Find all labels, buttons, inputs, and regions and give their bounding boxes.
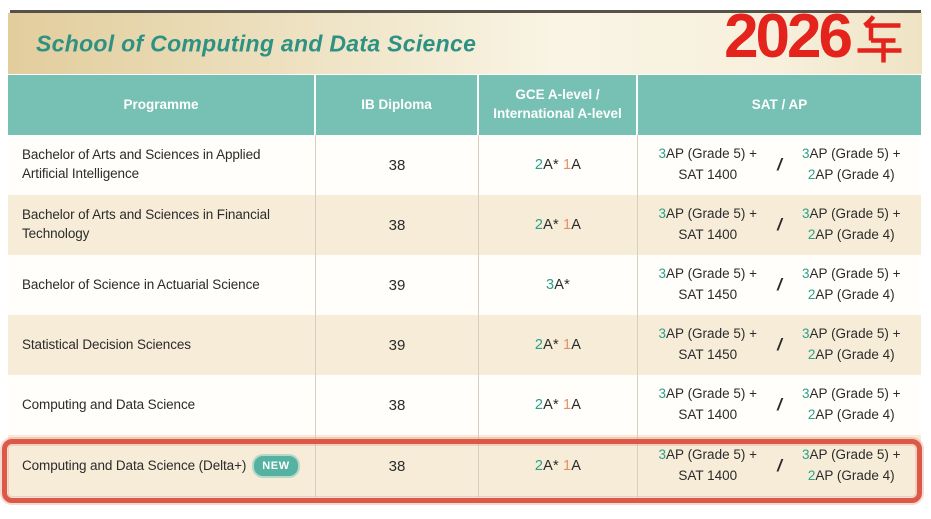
- sat-option-1: 3AP (Grade 5) + SAT 1400: [658, 206, 757, 242]
- table-body: Bachelor of Arts and Sciences in Applied…: [8, 135, 921, 497]
- title-band: School of Computing and Data Science: [8, 13, 922, 74]
- column-header-programme-label: Programme: [123, 96, 199, 112]
- page-title: School of Computing and Data Science: [36, 30, 477, 56]
- table-row: Computing and Data Science 38 2A* 1A 3AP (G…: [8, 375, 921, 435]
- gce-a-level-cell: 2A* 1A: [479, 435, 638, 497]
- sat-ap-options: 3AP (Grade 5) + SAT 1400 / 3AP (Grade 5) +2…: [638, 445, 921, 487]
- table-row: Bachelor of Arts and Sciences in Applied…: [8, 135, 921, 195]
- gce-requirement: 2A* 1A: [534, 157, 582, 173]
- sat-ap-options: 3AP (Grade 5) + SAT 1400 / 3AP (Grade 5) +2…: [638, 384, 921, 426]
- programme-name: Computing and Data Science: [22, 396, 196, 412]
- sat-ap-options: 3AP (Grade 5) + SAT 1450 / 3AP (Grade 5) +2…: [638, 324, 921, 366]
- programme-name: Bachelor of Science in Actuarial Science: [22, 276, 260, 292]
- gce-requirement: 2A* 1A: [534, 397, 582, 413]
- sat-option-2: 3AP (Grade 5) +2AP (Grade 4): [802, 326, 901, 362]
- column-header-sat-ap: SAT / AP: [638, 75, 921, 135]
- column-header-gce-label-line2: International A-level: [493, 106, 622, 121]
- year-kanji-icon: [857, 15, 902, 63]
- ib-diploma-cell: 38: [316, 195, 479, 255]
- programme-cell: Bachelor of Arts and Sciences in Applied…: [8, 135, 316, 195]
- sat-option-separator: /: [777, 395, 782, 414]
- table-header-row: Programme IB Diploma GCE A-level / Inter…: [8, 75, 921, 135]
- sat-option-2: 3AP (Grade 5) +2AP (Grade 4): [802, 447, 901, 483]
- programme-name: Bachelor of Arts and Sciences in Applied…: [22, 147, 261, 181]
- programme-cell: Statistical Decision Sciences: [8, 315, 316, 375]
- sat-option-2: 3AP (Grade 5) +2AP (Grade 4): [802, 206, 901, 242]
- column-header-ib-diploma: IB Diploma: [316, 75, 479, 135]
- year-label: 2026: [724, 6, 903, 68]
- sat-ap-options: 3AP (Grade 5) + SAT 1400 / 3AP (Grade 5) +2…: [638, 144, 921, 186]
- programme-cell: Computing and Data Science: [8, 375, 316, 435]
- gce-requirement: 2A* 1A: [534, 337, 582, 353]
- year-number: 2026: [724, 2, 853, 71]
- gce-requirement: 2A* 1A: [534, 458, 582, 474]
- sat-option-separator: /: [777, 456, 782, 475]
- programme-cell: Bachelor of Science in Actuarial Science: [8, 255, 316, 315]
- gce-a-level-cell: 2A* 1A: [479, 195, 638, 255]
- programme-name: Statistical Decision Sciences: [22, 336, 191, 352]
- column-header-ib-label: IB Diploma: [361, 96, 432, 112]
- sat-option-separator: /: [777, 215, 782, 234]
- ib-diploma-cell: 39: [316, 255, 479, 315]
- column-header-gce-a-level: GCE A-level / International A-level: [479, 75, 638, 135]
- ib-diploma-cell: 38: [316, 435, 479, 497]
- gce-requirement: 3A*: [546, 277, 570, 293]
- sat-option-1: 3AP (Grade 5) + SAT 1450: [658, 266, 757, 302]
- sat-option-1: 3AP (Grade 5) + SAT 1400: [658, 386, 757, 422]
- sat-ap-cell: 3AP (Grade 5) + SAT 1400 / 3AP (Grade 5) +2…: [638, 195, 921, 255]
- sat-ap-cell: 3AP (Grade 5) + SAT 1450 / 3AP (Grade 5) +2…: [638, 255, 921, 315]
- programme-cell: Computing and Data Science (Delta+) NEW: [8, 435, 316, 497]
- sat-option-separator: /: [777, 155, 782, 174]
- gce-a-level-cell: 2A* 1A: [479, 375, 638, 435]
- gce-a-level-cell: 3A*: [479, 255, 638, 315]
- table-row: Computing and Data Science (Delta+) NEW 38…: [8, 435, 921, 497]
- sat-option-2: 3AP (Grade 5) +2AP (Grade 4): [802, 146, 901, 182]
- ib-diploma-cell: 39: [316, 315, 479, 375]
- ib-diploma-cell: 38: [316, 135, 479, 195]
- sat-ap-cell: 3AP (Grade 5) + SAT 1400 / 3AP (Grade 5) +2…: [638, 435, 921, 497]
- sat-ap-options: 3AP (Grade 5) + SAT 1400 / 3AP (Grade 5) +2…: [638, 204, 921, 246]
- column-header-sat-ap-label: SAT / AP: [751, 96, 808, 112]
- sat-option-2: 3AP (Grade 5) +2AP (Grade 4): [802, 386, 901, 422]
- table-row: Bachelor of Arts and Sciences in Financi…: [8, 195, 921, 255]
- admissions-table: Programme IB Diploma GCE A-level / Inter…: [2, 75, 922, 503]
- sat-option-2: 3AP (Grade 5) +2AP (Grade 4): [802, 266, 901, 302]
- column-header-programme: Programme: [8, 75, 316, 135]
- new-badge: NEW: [254, 455, 298, 477]
- table-row: Bachelor of Science in Actuarial Science…: [8, 255, 921, 315]
- top-divider: [10, 10, 921, 13]
- sat-ap-cell: 3AP (Grade 5) + SAT 1400 / 3AP (Grade 5) +2…: [638, 135, 921, 195]
- sat-ap-cell: 3AP (Grade 5) + SAT 1400 / 3AP (Grade 5) +2…: [638, 375, 921, 435]
- sat-option-separator: /: [777, 275, 782, 294]
- sat-option-separator: /: [777, 335, 782, 354]
- programme-name: Computing and Data Science (Delta+): [22, 457, 247, 473]
- programme-cell: Bachelor of Arts and Sciences in Financi…: [8, 195, 316, 255]
- sat-ap-options: 3AP (Grade 5) + SAT 1450 / 3AP (Grade 5) +2…: [638, 264, 921, 306]
- sat-option-1: 3AP (Grade 5) + SAT 1400: [658, 447, 757, 483]
- gce-a-level-cell: 2A* 1A: [479, 315, 638, 375]
- sat-ap-cell: 3AP (Grade 5) + SAT 1450 / 3AP (Grade 5) +2…: [638, 315, 921, 375]
- ib-diploma-cell: 38: [316, 375, 479, 435]
- sat-option-1: 3AP (Grade 5) + SAT 1400: [658, 146, 757, 182]
- gce-a-level-cell: 2A* 1A: [479, 135, 638, 195]
- programme-name: Bachelor of Arts and Sciences in Financi…: [22, 207, 270, 241]
- gce-requirement: 2A* 1A: [534, 217, 582, 233]
- table-row: Statistical Decision Sciences 39 2A* 1A 3AP…: [8, 315, 921, 375]
- column-header-gce-label-line1: GCE A-level /: [515, 87, 600, 103]
- sat-option-1: 3AP (Grade 5) + SAT 1450: [658, 326, 757, 362]
